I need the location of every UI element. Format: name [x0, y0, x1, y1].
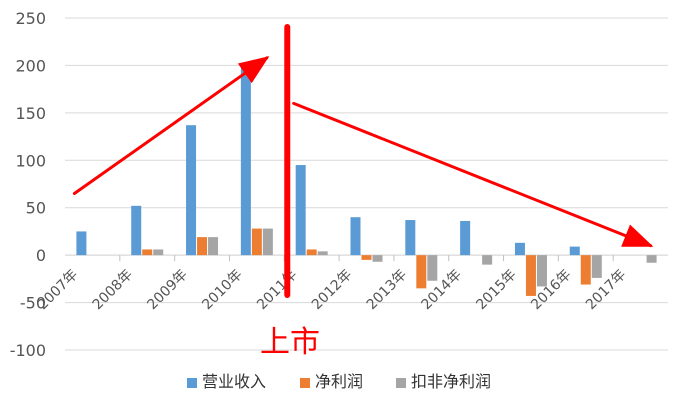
legend-label: 净利润 [315, 372, 363, 391]
bar [240, 62, 251, 256]
legend-swatch [187, 378, 197, 388]
x-tick-label: 2007年 [35, 267, 81, 313]
x-tick-label: 2010年 [199, 267, 245, 313]
bar [131, 205, 142, 256]
trend-arrow [72, 56, 270, 195]
annotation-layer: 上市 [72, 24, 654, 360]
bar [536, 255, 547, 287]
bar [197, 237, 208, 256]
bar [482, 255, 493, 265]
x-tick-label: 2013年 [364, 267, 410, 313]
legend-layer: 营业收入 净利润 扣非净利润 [187, 372, 491, 391]
bar [405, 220, 416, 256]
legend-swatch [300, 378, 310, 388]
bar [514, 242, 525, 256]
x-tick-label: 2008年 [90, 267, 136, 313]
x-tick-label: 2015年 [473, 267, 519, 313]
bar [142, 249, 153, 256]
bar [262, 228, 273, 256]
y-tick-label: 200 [15, 56, 46, 75]
bar [350, 217, 361, 256]
trend-arrow [292, 101, 654, 248]
x-tick-label: 2012年 [309, 267, 355, 313]
y-tick-label: 0 [36, 246, 46, 265]
bar [525, 255, 536, 296]
y-tick-label: -100 [10, 341, 46, 360]
bar [569, 246, 580, 256]
bar [153, 249, 164, 256]
bar [295, 165, 306, 256]
bar [208, 237, 219, 256]
bar [372, 255, 383, 262]
legend-label: 扣非净利润 [411, 372, 491, 391]
legend-label: 营业收入 [202, 372, 266, 391]
bar-layer [76, 62, 657, 296]
bar [251, 228, 262, 256]
y-tick-label: 50 [26, 199, 46, 218]
bar [580, 255, 591, 285]
bar [317, 251, 328, 256]
bar [76, 231, 87, 256]
bar [416, 255, 427, 289]
bar [306, 249, 317, 256]
y-tick-label: 100 [15, 151, 46, 170]
x-tick-label: 2011年 [254, 267, 300, 313]
listing-annotation-label: 上市 [260, 325, 320, 360]
bar [427, 255, 438, 281]
bar [591, 255, 602, 278]
legend-swatch [396, 378, 406, 388]
y-tick-label: 150 [15, 104, 46, 123]
y-tick-label: 250 [15, 9, 46, 28]
x-tick-label: 2009年 [144, 267, 190, 313]
y-tick-label: -50 [20, 294, 46, 313]
bar [186, 125, 197, 256]
bar [361, 255, 372, 260]
bar [460, 220, 471, 256]
bar [646, 255, 657, 263]
